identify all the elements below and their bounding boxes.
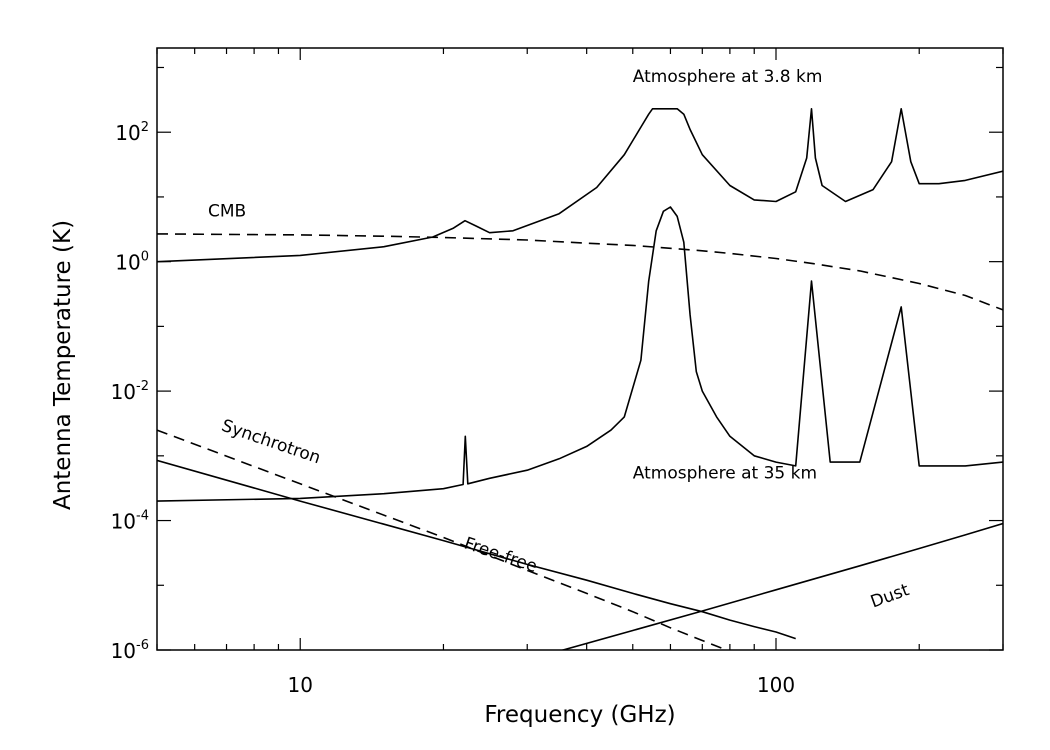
y-axis-title: Antenna Temperature (K): [50, 220, 76, 510]
annotation-label: Free-free: [462, 534, 540, 578]
y-tick-label: 100: [115, 250, 149, 275]
x-tick-label: 10: [287, 673, 312, 697]
series-line-1: [157, 108, 1003, 263]
annotation-label: Synchrotron: [219, 416, 323, 469]
series-lines: [157, 108, 1003, 650]
x-tick-labels: 10 100: [287, 673, 795, 697]
series-line-6: [560, 522, 1003, 650]
annotation-label: Atmosphere at 35 km: [633, 463, 817, 483]
series-line-4: [157, 429, 729, 650]
annotation-label: Dust: [868, 580, 912, 612]
series-line-5: [157, 459, 796, 640]
axis-ticks: [156, 48, 1004, 651]
series-line-2: [157, 206, 1003, 502]
y-tick-label: 10-2: [111, 379, 149, 404]
annotation-label: CMB: [208, 201, 246, 221]
y-tick-label: 102: [115, 120, 149, 145]
x-tick-label: 100: [757, 673, 795, 697]
y-tick-labels: 10-6 10-4 10-2 100 102: [111, 120, 149, 663]
y-tick-label: 10-6: [111, 638, 149, 663]
plot-frame: [156, 47, 1004, 651]
y-tick-label: 10-4: [111, 509, 149, 534]
x-axis-title: Frequency (GHz): [484, 702, 675, 728]
annotation-label: Atmosphere at 3.8 km: [633, 67, 823, 87]
series-line-3: [157, 233, 1003, 311]
